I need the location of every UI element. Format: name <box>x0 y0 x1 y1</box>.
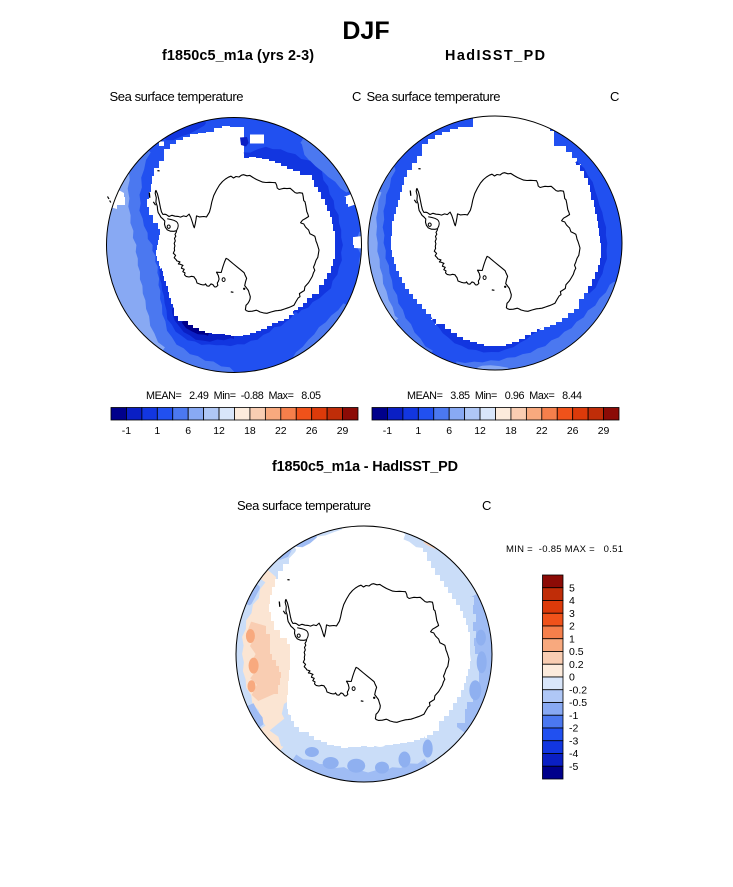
svg-text:26: 26 <box>567 425 579 437</box>
svg-text:18: 18 <box>505 425 517 437</box>
svg-text:0.5: 0.5 <box>569 646 584 658</box>
svg-text:-0.5: -0.5 <box>569 697 587 709</box>
svg-text:f1850c5_m1a - HadISST_PD: f1850c5_m1a - HadISST_PD <box>272 459 458 475</box>
svg-text:MIN = -0.85 MAX = 0.51: MIN = -0.85 MAX = 0.51 <box>506 544 623 555</box>
svg-text:2: 2 <box>569 621 575 633</box>
svg-text:1: 1 <box>154 425 160 437</box>
svg-text:-1: -1 <box>569 710 578 722</box>
svg-text:-2: -2 <box>569 723 578 735</box>
svg-text:1: 1 <box>415 425 421 437</box>
svg-text:-3: -3 <box>569 735 578 747</box>
svg-text:-0.2: -0.2 <box>569 684 587 696</box>
svg-text:4: 4 <box>569 595 575 607</box>
svg-text:29: 29 <box>598 425 610 437</box>
svg-text:12: 12 <box>213 425 225 437</box>
svg-text:Sea surface temperature: Sea surface temperature <box>367 89 501 104</box>
svg-text:22: 22 <box>275 425 287 437</box>
svg-text:18: 18 <box>244 425 256 437</box>
svg-text:29: 29 <box>337 425 349 437</box>
svg-text:1: 1 <box>569 633 575 645</box>
svg-text:C: C <box>610 89 619 104</box>
svg-text:6: 6 <box>446 425 452 437</box>
svg-text:26: 26 <box>306 425 318 437</box>
svg-text:22: 22 <box>536 425 548 437</box>
svg-text:-1: -1 <box>383 425 392 437</box>
svg-text:0: 0 <box>569 672 575 684</box>
svg-text:Sea surface temperature: Sea surface temperature <box>237 498 371 513</box>
svg-text:6: 6 <box>185 425 191 437</box>
svg-text:HadISST_PD: HadISST_PD <box>445 48 545 64</box>
svg-text:Sea surface temperature: Sea surface temperature <box>110 89 244 104</box>
svg-text:-4: -4 <box>569 748 578 760</box>
svg-text:3: 3 <box>569 608 575 620</box>
svg-text:C: C <box>482 498 491 513</box>
svg-text:-1: -1 <box>122 425 131 437</box>
svg-text:12: 12 <box>474 425 486 437</box>
svg-text:DJF: DJF <box>342 17 389 45</box>
svg-text:MEAN= 3.85 Min= 0.96 Max: MEAN= 3.85 Min= 0.96 Max= 8.44 <box>407 390 582 402</box>
svg-text:-5: -5 <box>569 761 578 773</box>
svg-text:f1850c5_m1a (yrs 2-3): f1850c5_m1a (yrs 2-3) <box>162 48 314 64</box>
svg-text:0.2: 0.2 <box>569 659 584 671</box>
svg-text:MEAN= 2.49 Min= -0.88 Max: MEAN= 2.49 Min= -0.88 Max= 8.05 <box>146 390 321 402</box>
svg-text:C: C <box>352 89 361 104</box>
svg-text:5: 5 <box>569 582 575 594</box>
